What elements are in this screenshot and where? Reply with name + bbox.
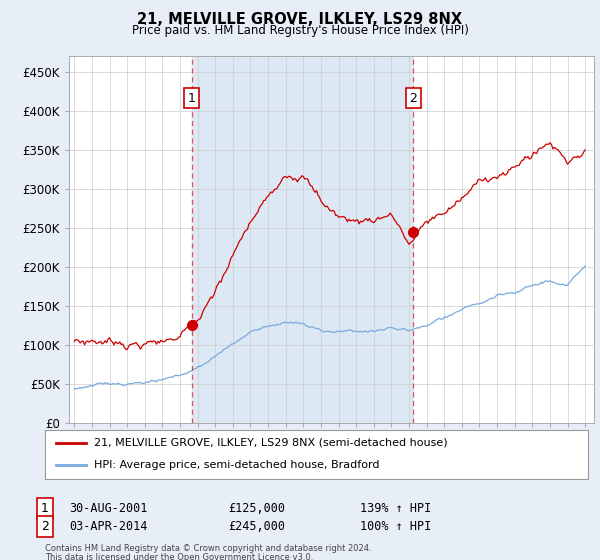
Text: £245,000: £245,000 <box>228 520 285 533</box>
Text: 30-AUG-2001: 30-AUG-2001 <box>69 502 148 515</box>
Text: 1: 1 <box>41 502 49 515</box>
Text: 2: 2 <box>409 92 418 105</box>
Text: 21, MELVILLE GROVE, ILKLEY, LS29 8NX: 21, MELVILLE GROVE, ILKLEY, LS29 8NX <box>137 12 463 27</box>
Text: 21, MELVILLE GROVE, ILKLEY, LS29 8NX (semi-detached house): 21, MELVILLE GROVE, ILKLEY, LS29 8NX (se… <box>94 438 448 448</box>
Text: 139% ↑ HPI: 139% ↑ HPI <box>360 502 431 515</box>
Text: 1: 1 <box>188 92 196 105</box>
Text: £125,000: £125,000 <box>228 502 285 515</box>
Text: Price paid vs. HM Land Registry's House Price Index (HPI): Price paid vs. HM Land Registry's House … <box>131 24 469 36</box>
Bar <box>191 56 413 423</box>
Text: 100% ↑ HPI: 100% ↑ HPI <box>360 520 431 533</box>
Text: 03-APR-2014: 03-APR-2014 <box>69 520 148 533</box>
Text: HPI: Average price, semi-detached house, Bradford: HPI: Average price, semi-detached house,… <box>94 460 379 470</box>
Text: 2: 2 <box>41 520 49 533</box>
Text: This data is licensed under the Open Government Licence v3.0.: This data is licensed under the Open Gov… <box>45 553 313 560</box>
Text: Contains HM Land Registry data © Crown copyright and database right 2024.: Contains HM Land Registry data © Crown c… <box>45 544 371 553</box>
